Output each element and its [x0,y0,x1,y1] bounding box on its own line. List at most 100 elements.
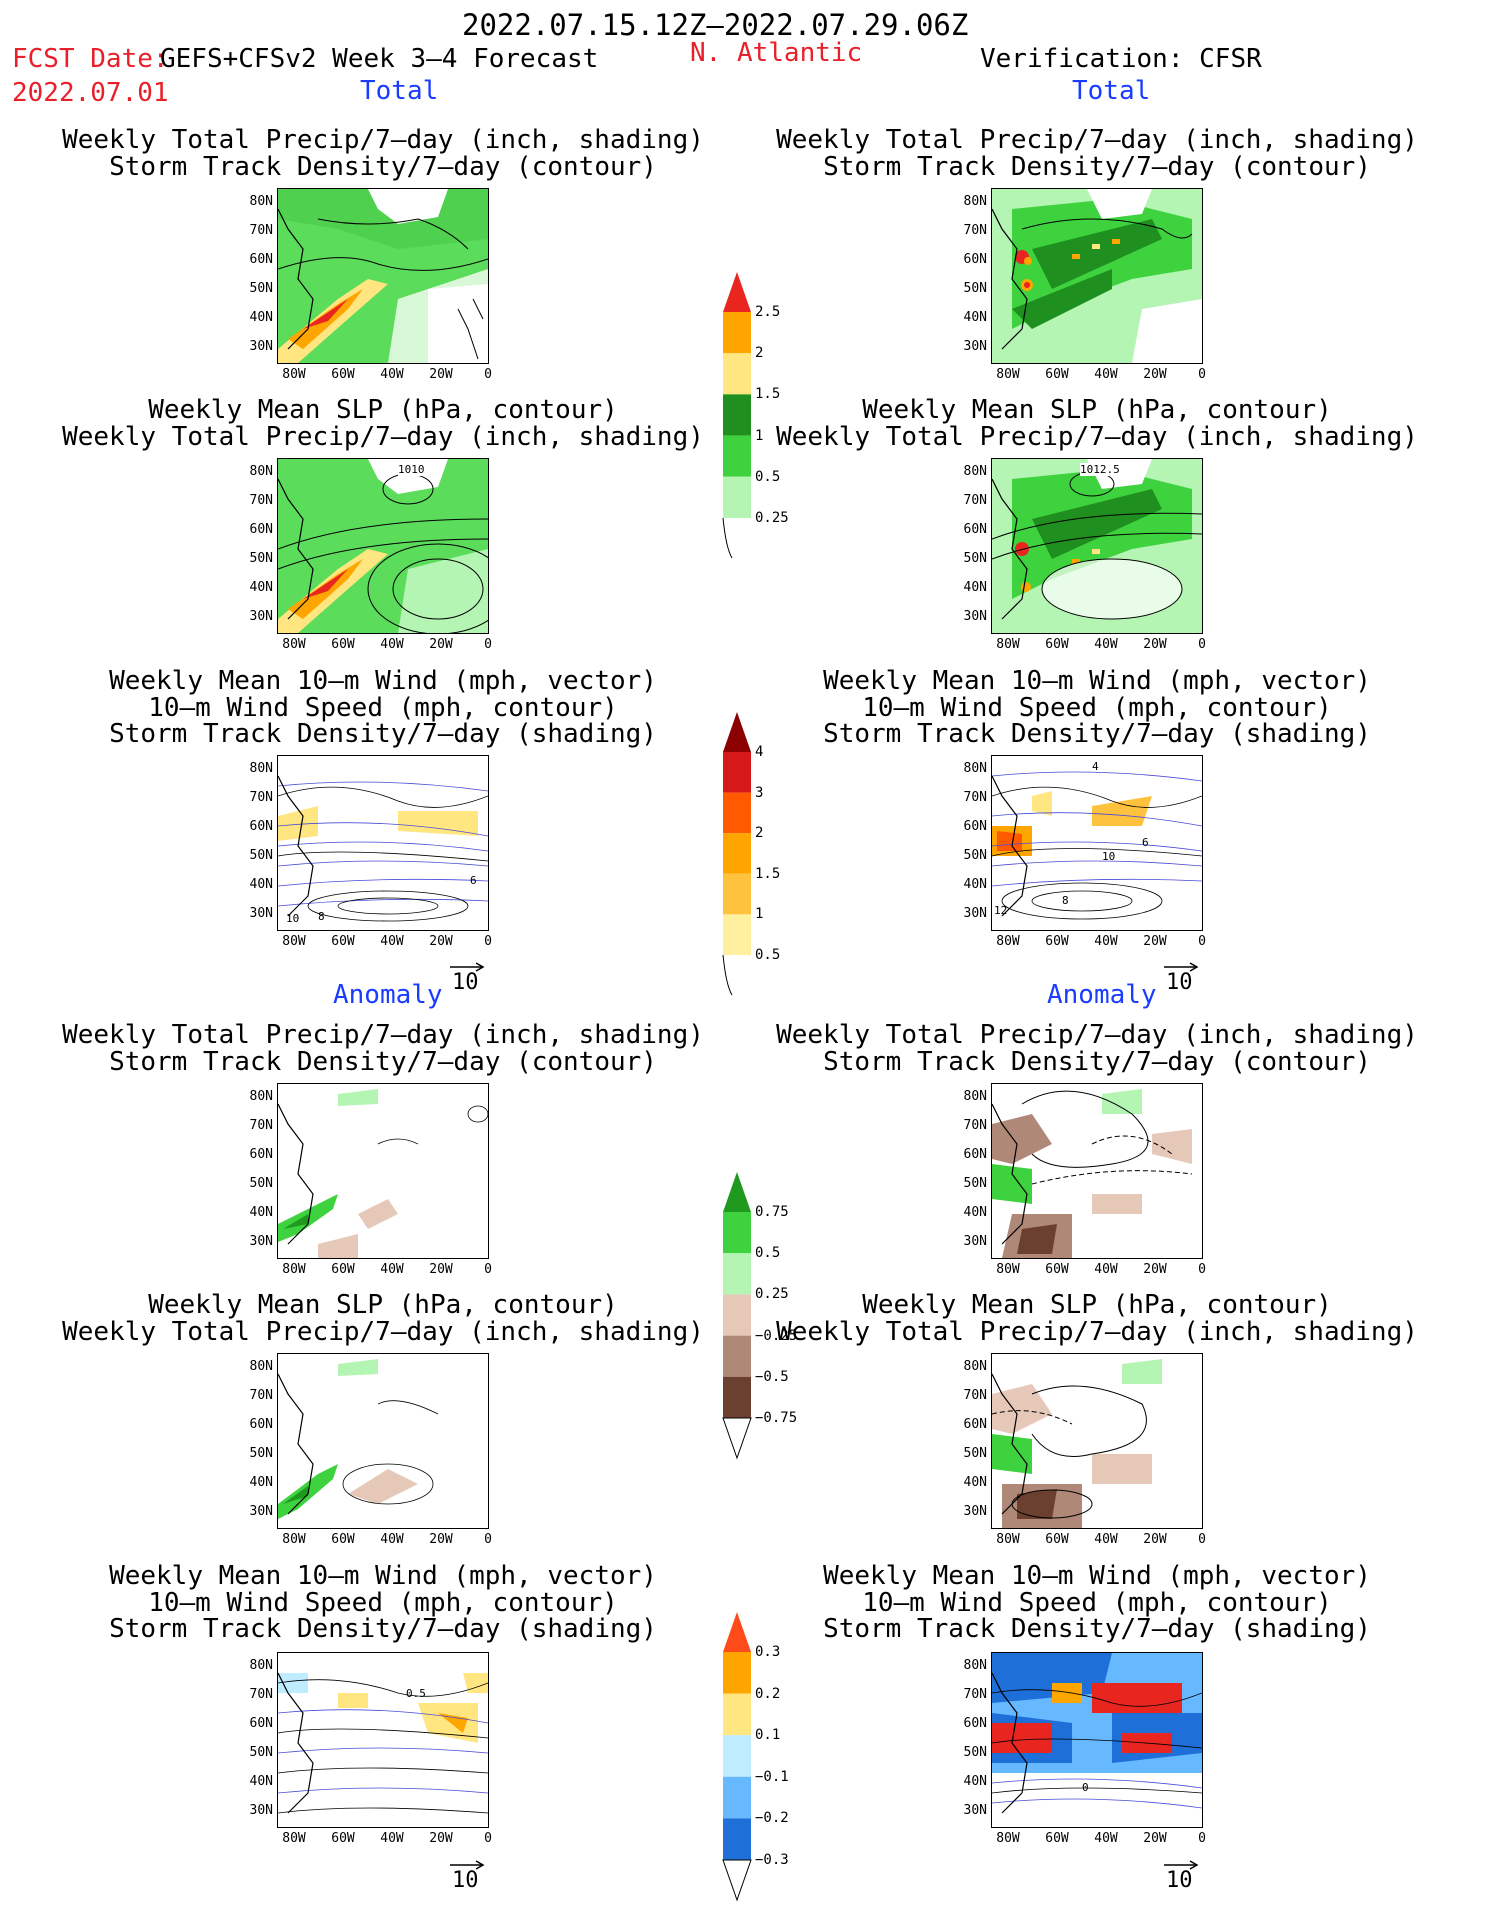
colorbar-segment [723,1172,751,1212]
map-verif-precip-anom [991,1083,1203,1259]
lat-tick-label: 60N [249,819,273,834]
map-fcst-precip-total [277,188,489,364]
section-anomaly-right: Anomaly [1047,980,1157,1010]
colorbar-segment [723,435,751,477]
title-l6: Weekly Mean 10–m Wind (mph, vector) 10–m… [109,1561,657,1644]
colorbar-label: −0.1 [755,1768,789,1785]
lat-tick-label: 30N [249,339,273,354]
lon-tick-label: 20W [1143,367,1167,382]
lon-tick-label: 40W [1094,934,1118,949]
lon-tick-label: 60W [331,637,355,652]
lat-tick-label: 60N [963,1417,987,1432]
lat-tick-label: 60N [963,1716,987,1731]
colorbar-label: 1 [755,906,764,923]
lon-tick-label: 20W [429,1532,453,1547]
lon-tick-label: 0 [484,637,492,652]
lon-tick-label: 0 [1198,934,1206,949]
map-fcst-wind-total: 10 8 6 [277,755,489,931]
lat-tick-label: 50N [249,848,273,863]
map-verif-slp-total: 1012.5 [991,458,1203,634]
lon-tick-label: 80W [282,367,306,382]
lon-tick-label: 40W [1094,1262,1118,1277]
colorbar-label: 0.5 [755,947,781,963]
colorbar-segment [723,1294,751,1336]
colorbar-label: 0.25 [755,510,789,526]
lat-tick-label: 40N [249,1475,273,1490]
lat-tick-label: 40N [963,310,987,325]
lon-tick-label: 60W [331,1262,355,1277]
lat-tick-label: 70N [963,1687,987,1702]
lat-tick-label: 70N [963,493,987,508]
lat-tick-label: 30N [963,1234,987,1249]
colorbar-segment [723,752,751,793]
section-total-left: Total [360,76,439,106]
lat-tick-label: 30N [963,339,987,354]
colorbar-segment [723,312,751,354]
title-l5: Weekly Mean SLP (hPa, contour) Weekly To… [62,1290,704,1347]
lon-tick-label: 20W [429,637,453,652]
lon-tick-label: 60W [1045,1831,1069,1846]
lat-tick-label: 40N [963,877,987,892]
colorbar-segment [723,1776,751,1819]
title-r3: Weekly Mean 10–m Wind (mph, vector) 10–m… [823,666,1371,749]
colorbar-label: 1 [755,427,764,444]
lat-tick-label: 80N [963,194,987,209]
lat-tick-label: 30N [249,906,273,921]
fcst-date-value: 2022.07.01 [12,78,169,108]
colorbar [722,272,751,559]
lon-tick-label: 60W [1045,367,1069,382]
wind-label-l-a: 10 [286,912,300,925]
lat-tick-label: 70N [249,1118,273,1133]
colorbar-segment [723,792,751,834]
title-r5: Weekly Mean SLP (hPa, contour) Weekly To… [776,1290,1418,1347]
lat-tick-label: 40N [249,877,273,892]
colorbar [722,712,751,996]
lat-tick-label: 80N [963,1359,987,1374]
lat-tick-label: 80N [249,761,273,776]
lat-tick-label: 80N [249,194,273,209]
lat-tick-label: 30N [963,1803,987,1818]
colorbar-label: 0.3 [755,1644,781,1660]
wind-anom-label-r: 0 [1082,1781,1089,1794]
lon-tick-label: 40W [380,1532,404,1547]
map-verif-wind-anom: 0 [991,1652,1203,1828]
colorbar-segment [723,1612,751,1652]
colorbar [722,1172,752,1460]
model-title: GEFS+CFSv2 Week 3–4 Forecast [160,44,599,74]
lat-tick-label: 50N [963,1176,987,1191]
map-fcst-slp-anom [277,1353,489,1529]
colorbar-label: 1.5 [755,386,781,403]
lon-tick-label: 40W [380,934,404,949]
lon-tick-label: 40W [1094,1532,1118,1547]
lat-tick-label: 50N [963,848,987,863]
wind-anom-label-l: 0.5 [406,1687,426,1700]
colorbar-segment [723,1693,751,1736]
lon-tick-label: 20W [1143,1262,1167,1277]
lat-tick-label: 80N [963,761,987,776]
colorbar-label: −0.2 [755,1810,789,1827]
wind-label-r-c: 10 [1102,850,1116,863]
lat-tick-label: 40N [249,1774,273,1789]
lat-tick-label: 50N [249,551,273,566]
lat-tick-label: 40N [963,1774,987,1789]
map-verif-wind-total: 12 8 10 6 4 [991,755,1203,931]
lon-tick-label: 80W [996,367,1020,382]
lat-tick-label: 60N [249,252,273,267]
lat-tick-label: 30N [963,1504,987,1519]
lon-tick-label: 80W [996,1532,1020,1547]
lon-tick-label: 20W [429,1831,453,1846]
colorbar-label: 0.2 [755,1685,781,1702]
title-l3: Weekly Mean 10–m Wind (mph, vector) 10–m… [109,666,657,749]
colorbar-segment [723,914,751,955]
lat-tick-label: 80N [249,1658,273,1673]
lat-tick-label: 50N [249,1745,273,1760]
lat-tick-label: 30N [249,1234,273,1249]
colorbar-label: 2.5 [755,304,781,320]
section-total-right: Total [1072,76,1151,106]
lon-tick-label: 20W [1143,637,1167,652]
lat-tick-label: 70N [963,790,987,805]
colorbar-label: 0.25 [755,1286,789,1303]
lon-tick-label: 20W [1143,1532,1167,1547]
colorbar-segment [723,476,751,518]
section-anomaly-left: Anomaly [333,980,443,1010]
